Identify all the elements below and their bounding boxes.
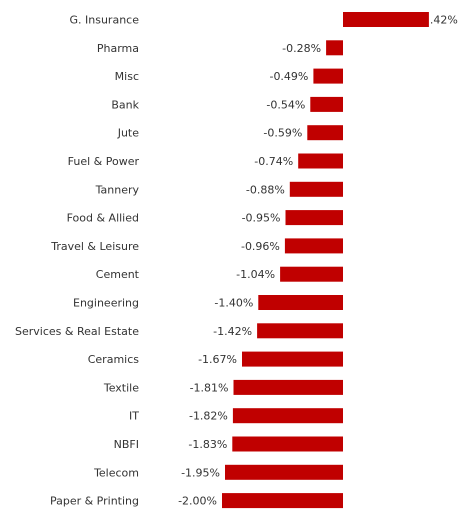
bar-cement bbox=[280, 266, 343, 282]
bar-g-insurance bbox=[343, 12, 429, 27]
category-label-nbfi: NBFI bbox=[114, 438, 139, 451]
category-label-travel-and-leisure: Travel & Leisure bbox=[50, 240, 139, 253]
value-label-cement: -1.04% bbox=[236, 268, 275, 281]
category-label-fuel-and-power: Fuel & Power bbox=[68, 155, 140, 168]
bar-travel-and-leisure bbox=[284, 238, 343, 254]
category-label-tannery: Tannery bbox=[95, 183, 140, 196]
category-label-jute: Jute bbox=[117, 127, 140, 140]
category-label-it: IT bbox=[129, 410, 139, 423]
value-label-services-and-real-estate: -1.42% bbox=[213, 325, 252, 338]
value-label-textile: -1.81% bbox=[190, 381, 229, 394]
category-label-food-and-allied: Food & Allied bbox=[67, 212, 139, 225]
value-label-food-and-allied: -0.95% bbox=[242, 212, 281, 225]
bar-bank bbox=[310, 96, 343, 112]
value-label-ceramics: -1.67% bbox=[198, 353, 237, 366]
bar-nbfi bbox=[232, 436, 343, 452]
bar-tannery bbox=[289, 181, 343, 197]
value-label-nbfi: -1.83% bbox=[188, 438, 227, 451]
value-label-fuel-and-power: -0.74% bbox=[254, 155, 293, 168]
value-label-pharma: -0.28% bbox=[282, 42, 321, 55]
bar-services-and-real-estate bbox=[257, 323, 343, 339]
bar-ceramics bbox=[242, 351, 343, 367]
category-label-bank: Bank bbox=[111, 98, 139, 111]
bar-jute bbox=[307, 125, 343, 141]
category-label-cement: Cement bbox=[96, 268, 140, 281]
value-label-telecom: -1.95% bbox=[181, 466, 220, 479]
category-label-pharma: Pharma bbox=[97, 42, 139, 55]
bar-engineering bbox=[258, 295, 343, 310]
value-label-misc: -0.49% bbox=[269, 70, 308, 83]
bar-it bbox=[232, 408, 343, 424]
category-label-textile: Textile bbox=[103, 381, 139, 394]
value-label-g-insurance: .42% bbox=[430, 14, 458, 27]
bar-fuel-and-power bbox=[298, 153, 343, 169]
category-label-telecom: Telecom bbox=[93, 466, 139, 479]
category-label-engineering: Engineering bbox=[73, 297, 139, 310]
bar-paper-and-printing bbox=[222, 493, 343, 509]
category-label-ceramics: Ceramics bbox=[88, 353, 140, 366]
value-label-engineering: -1.40% bbox=[214, 297, 253, 310]
value-label-paper-and-printing: -2.00% bbox=[178, 495, 217, 508]
category-label-services-and-real-estate: Services & Real Estate bbox=[15, 325, 139, 338]
value-label-travel-and-leisure: -0.96% bbox=[241, 240, 280, 253]
category-label-paper-and-printing: Paper & Printing bbox=[50, 495, 139, 508]
value-label-tannery: -0.88% bbox=[246, 183, 285, 196]
category-label-misc: Misc bbox=[115, 70, 139, 83]
bar-pharma bbox=[326, 40, 343, 56]
bar-misc bbox=[313, 68, 343, 84]
bar-telecom bbox=[225, 464, 343, 480]
value-label-bank: -0.54% bbox=[266, 98, 305, 111]
value-label-it: -1.82% bbox=[189, 410, 228, 423]
bar-food-and-allied bbox=[285, 210, 343, 226]
value-label-jute: -0.59% bbox=[263, 127, 302, 140]
bar-textile bbox=[233, 379, 343, 395]
category-label-g-insurance: G. Insurance bbox=[70, 14, 140, 27]
